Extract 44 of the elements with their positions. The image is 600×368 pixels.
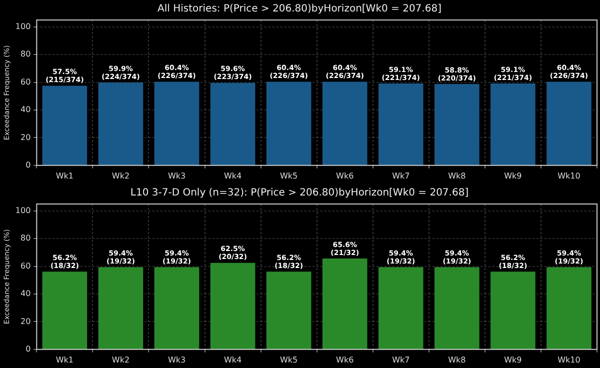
x-tick-label: Wk6 — [336, 171, 354, 180]
y-tick-label: 80 — [20, 234, 31, 243]
y-tick-label: 40 — [20, 105, 31, 114]
y-tick-label: 20 — [20, 132, 31, 142]
x-tick-label: Wk8 — [448, 171, 466, 180]
x-tick-label: Wk4 — [224, 171, 242, 180]
x-tick-label: Wk7 — [392, 171, 410, 180]
x-tick-label: Wk9 — [504, 355, 522, 364]
chart-title: L10 3-7-D Only (n=32): P(Price > 206.80)byHorizon[Wk0 = 207.68] — [130, 188, 469, 199]
bar — [98, 267, 144, 350]
x-tick-label: Wk3 — [168, 171, 186, 180]
x-tick-label: Wk2 — [112, 355, 130, 364]
bar — [378, 267, 424, 350]
y-tick-label: 60 — [20, 261, 31, 270]
bar — [154, 267, 200, 350]
bar — [210, 262, 256, 350]
x-tick-label: Wk2 — [112, 171, 130, 180]
y-tick-label: 0 — [26, 344, 31, 354]
bar — [322, 258, 368, 350]
bar — [490, 272, 536, 350]
x-tick-label: Wk5 — [280, 171, 298, 180]
x-tick-label: Wk1 — [56, 171, 74, 180]
x-tick-label: Wk1 — [56, 355, 74, 364]
bar — [266, 272, 312, 350]
y-tick-label: 60 — [20, 77, 31, 86]
y-tick-label: 20 — [20, 316, 31, 326]
bar — [42, 272, 88, 350]
chart-title: All Histories: P(Price > 206.80)byHorizon[Wk0 = 207.68] — [158, 4, 442, 15]
x-tick-label: Wk7 — [392, 355, 410, 364]
bar — [434, 267, 480, 350]
y-tick-label: 0 — [26, 160, 31, 170]
x-tick-label: Wk6 — [336, 355, 354, 364]
x-tick-label: Wk8 — [448, 355, 466, 364]
bar — [546, 267, 592, 350]
y-tick-label: 80 — [20, 50, 31, 59]
x-tick-label: Wk10 — [558, 355, 580, 364]
y-tick-label: 100 — [15, 206, 31, 215]
x-tick-label: Wk5 — [280, 355, 298, 364]
y-tick-label: 100 — [15, 22, 31, 31]
x-tick-label: Wk9 — [504, 171, 522, 180]
x-tick-label: Wk4 — [224, 355, 242, 364]
x-tick-label: Wk3 — [168, 355, 186, 364]
x-tick-label: Wk10 — [558, 171, 580, 180]
y-tick-label: 40 — [20, 289, 31, 298]
